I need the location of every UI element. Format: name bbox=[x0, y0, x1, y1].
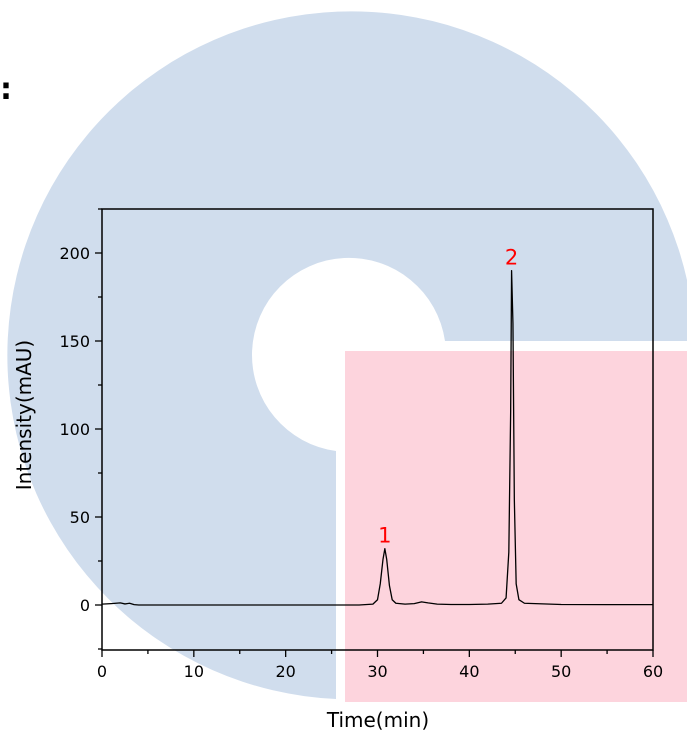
y-tick-label-0: 0 bbox=[80, 596, 90, 615]
x-tick-label-40: 40 bbox=[459, 662, 479, 681]
x-axis-title: Time(min) bbox=[326, 708, 429, 732]
y-tick-label-150: 150 bbox=[59, 332, 90, 351]
peak-label-2: 2 bbox=[505, 246, 518, 270]
x-tick-label-50: 50 bbox=[551, 662, 571, 681]
x-tick-label-60: 60 bbox=[643, 662, 663, 681]
y-tick-label-200: 200 bbox=[59, 244, 90, 263]
axis-tick-labels: 0 10 20 30 40 50 60 0 50 100 150 200 bbox=[59, 244, 663, 681]
y-tick-label-100: 100 bbox=[59, 420, 90, 439]
x-tick-label-20: 20 bbox=[275, 662, 295, 681]
x-tick-label-30: 30 bbox=[367, 662, 387, 681]
axis-ticks bbox=[95, 208, 654, 657]
watermark-pink-block bbox=[345, 351, 687, 702]
series-trace bbox=[101, 269, 653, 606]
fragment-colon: : bbox=[0, 72, 12, 107]
peak-annotations: 12 bbox=[378, 246, 518, 548]
x-tick-label-10: 10 bbox=[184, 662, 204, 681]
watermark-blue-ring bbox=[7, 11, 687, 699]
y-tick-label-50: 50 bbox=[70, 508, 90, 527]
peak-label-1: 1 bbox=[378, 524, 391, 548]
y-axis-title: Intensity(mAU) bbox=[12, 340, 36, 490]
x-tick-label-0: 0 bbox=[97, 662, 107, 681]
watermark-logo bbox=[7, 11, 687, 702]
